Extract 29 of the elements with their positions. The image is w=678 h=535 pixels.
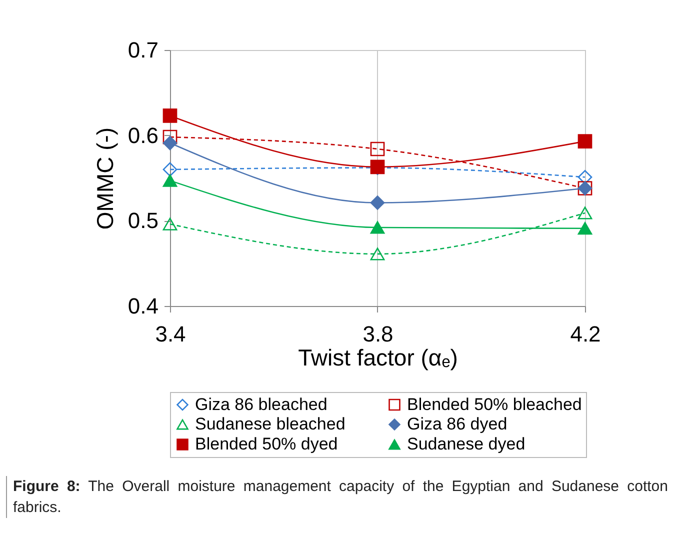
y-tick-label: 0.5 <box>128 208 158 234</box>
point <box>370 196 385 210</box>
y-tick-label: 0.6 <box>128 122 158 148</box>
point <box>370 142 385 156</box>
point <box>162 136 178 150</box>
point <box>578 222 592 235</box>
legend-label: Blended 50% bleached <box>407 394 582 414</box>
x-tick-label: 3.4 <box>155 322 186 346</box>
legend-label: Giza 86 dyed <box>407 414 508 434</box>
y-axis-title: OMMC (-) <box>92 127 118 230</box>
point <box>162 218 178 230</box>
legend-label: Sudanese dyed <box>407 434 526 454</box>
point <box>162 108 178 123</box>
point <box>578 206 592 220</box>
y-tick-label: 0.4 <box>128 294 158 318</box>
y-tick-label: 0.7 <box>128 38 158 62</box>
legend-label: Blended 50% dyed <box>195 434 338 454</box>
point <box>162 130 178 144</box>
legend-label: Giza 86 bleached <box>195 394 328 414</box>
x-tick-label: 4.2 <box>570 322 601 346</box>
x-tick-label: 3.8 <box>362 322 394 346</box>
text: Figure 8: The Overall moisture management capacity of the Egyptian and Sudanese cotton fabrics. <box>13 478 668 516</box>
point <box>370 221 385 234</box>
legend-label: Sudanese bleached <box>195 414 346 434</box>
point <box>578 134 592 148</box>
x-axis-title: Twist factor (αₑ) <box>298 344 458 370</box>
point <box>162 162 178 177</box>
point <box>370 248 385 260</box>
point <box>162 174 178 187</box>
